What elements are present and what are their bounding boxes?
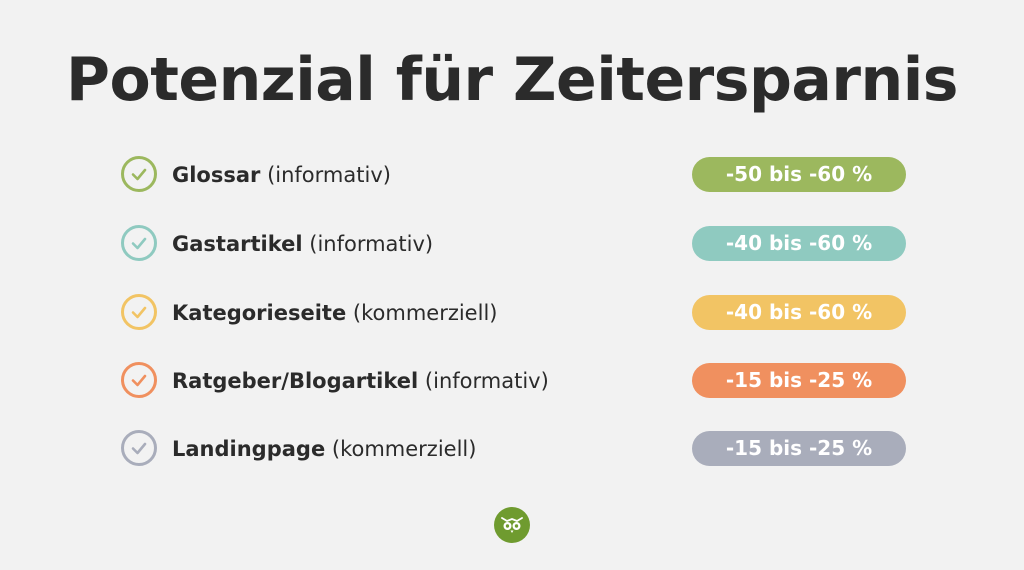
- list-item-gastartikel: Gastartikel (informativ) -40 bis -60 %: [0, 225, 1024, 265]
- item-name: Glossar: [172, 163, 261, 187]
- list-item-landingpage: Landingpage (kommerziell) -15 bis -25 %: [0, 430, 1024, 470]
- savings-badge: -50 bis -60 %: [692, 157, 906, 192]
- item-type: (kommerziell): [331, 437, 477, 461]
- check-circle-icon: [121, 156, 157, 192]
- item-type: (kommerziell): [352, 301, 498, 325]
- check-circle-icon: [121, 362, 157, 398]
- list-item-kategorieseite: Kategorieseite (kommerziell) -40 bis -60…: [0, 294, 1024, 334]
- savings-badge: -15 bis -25 %: [692, 431, 906, 466]
- savings-badge: -40 bis -60 %: [692, 226, 906, 261]
- item-name: Ratgeber/Blogartikel: [172, 369, 419, 393]
- check-circle-icon: [121, 294, 157, 330]
- item-type: (informativ): [424, 369, 549, 393]
- item-label: Gastartikel (informativ): [172, 229, 433, 259]
- item-name: Kategorieseite: [172, 301, 347, 325]
- check-circle-icon: [121, 225, 157, 261]
- savings-badge: -40 bis -60 %: [692, 295, 906, 330]
- page-title: Potenzial für Zeitersparnis: [66, 45, 958, 115]
- item-label: Ratgeber/Blogartikel (informativ): [172, 366, 549, 396]
- item-name: Gastartikel: [172, 232, 303, 256]
- owl-icon: [494, 507, 530, 543]
- item-type: (informativ): [309, 232, 434, 256]
- item-name: Landingpage: [172, 437, 326, 461]
- list-item-ratgeber-blogartikel: Ratgeber/Blogartikel (informativ) -15 bi…: [0, 362, 1024, 402]
- item-label: Landingpage (kommerziell): [172, 434, 476, 464]
- savings-badge: -15 bis -25 %: [692, 363, 906, 398]
- item-label: Glossar (informativ): [172, 160, 391, 190]
- item-label: Kategorieseite (kommerziell): [172, 298, 497, 328]
- list-item-glossar: Glossar (informativ) -50 bis -60 %: [0, 156, 1024, 196]
- check-circle-icon: [121, 430, 157, 466]
- item-type: (informativ): [267, 163, 391, 187]
